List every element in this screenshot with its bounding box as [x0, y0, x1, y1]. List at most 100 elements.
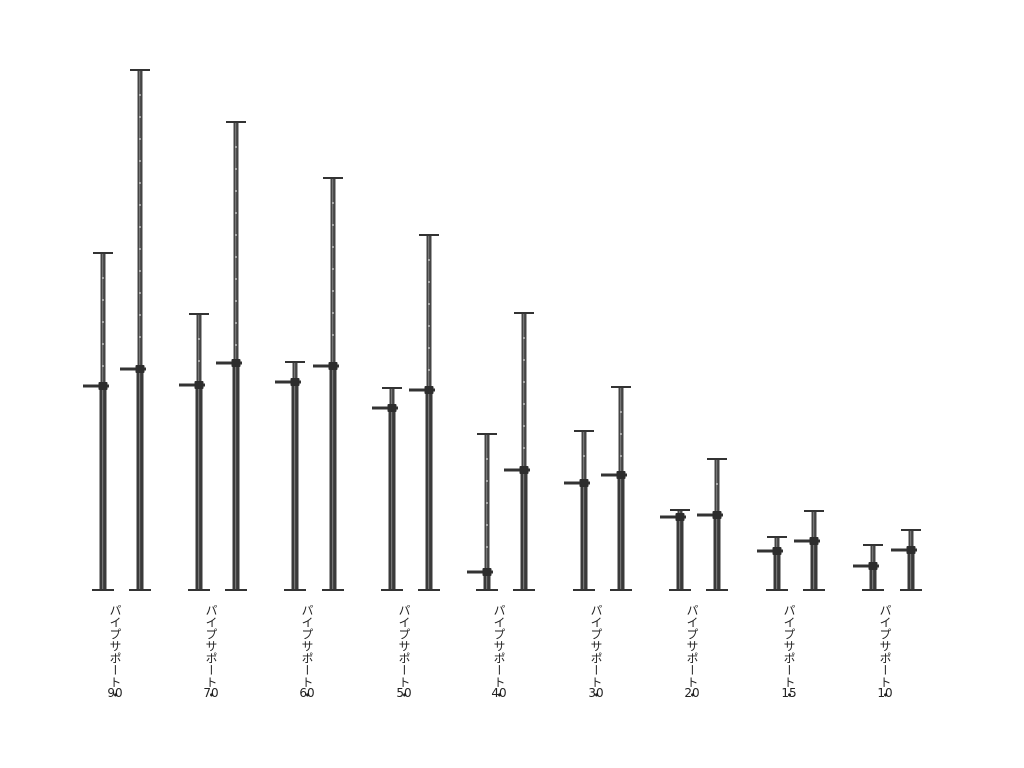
pin-hole — [332, 334, 334, 336]
base-plate — [129, 589, 151, 591]
pin-hole — [523, 403, 525, 405]
product-size: 10 — [877, 686, 893, 700]
product-name: パイプサポート・ — [878, 604, 892, 700]
base-plate — [900, 589, 922, 591]
pin-hole — [235, 322, 237, 324]
tube-highlight — [428, 235, 430, 590]
top-plate — [514, 312, 534, 314]
pin-hole — [716, 483, 718, 485]
tube-highlight — [583, 431, 585, 590]
product-size: 40 — [491, 686, 507, 700]
top-plate — [804, 510, 824, 512]
handle — [275, 380, 301, 384]
pin-hole — [428, 369, 430, 371]
pin-hole — [235, 234, 237, 236]
pin-hole — [139, 314, 141, 316]
base-plate — [766, 589, 788, 591]
pin-hole — [235, 256, 237, 258]
handle — [504, 468, 530, 472]
pin-hole — [235, 212, 237, 214]
base-plate — [669, 589, 691, 591]
top-plate — [382, 387, 402, 389]
product-size: 90 — [107, 686, 123, 700]
collar — [675, 513, 685, 521]
tube-highlight — [486, 434, 488, 590]
top-plate — [477, 433, 497, 435]
top-plate — [189, 313, 209, 315]
pin-hole — [583, 455, 585, 457]
top-plate — [707, 458, 727, 460]
pin-hole — [486, 480, 488, 482]
top-plate — [863, 544, 883, 546]
product-name: パイプサポート・ — [300, 604, 314, 700]
handle — [179, 383, 205, 387]
top-plate — [419, 234, 439, 236]
top-plate — [226, 121, 246, 123]
collar — [809, 537, 819, 545]
pin-hole — [139, 160, 141, 162]
tube-highlight — [620, 387, 622, 590]
handle — [120, 367, 146, 371]
base-plate — [418, 589, 440, 591]
handle — [697, 513, 723, 517]
top-plate — [285, 361, 305, 363]
collar — [290, 378, 300, 386]
base-plate — [381, 589, 403, 591]
base-plate — [862, 589, 884, 591]
product-size: 20 — [684, 686, 700, 700]
pin-hole — [139, 116, 141, 118]
pin-hole — [235, 278, 237, 280]
product-name: パイプサポート・ — [108, 604, 122, 700]
tube-highlight — [716, 459, 718, 590]
pin-hole — [332, 290, 334, 292]
pin-hole — [102, 321, 104, 323]
product-name: パイプサポート・ — [782, 604, 796, 700]
tube-highlight — [139, 70, 141, 590]
tube-highlight — [813, 511, 815, 590]
tube-highlight — [294, 362, 296, 590]
pin-hole — [332, 246, 334, 248]
collar — [868, 562, 878, 570]
top-plate — [130, 69, 150, 71]
pin-hole — [428, 259, 430, 261]
handle — [891, 548, 917, 552]
collar — [482, 568, 492, 576]
base-plate — [284, 589, 306, 591]
top-plate — [93, 252, 113, 254]
pin-hole — [235, 168, 237, 170]
pin-hole — [332, 312, 334, 314]
pin-hole — [523, 359, 525, 361]
collar — [616, 471, 626, 479]
pin-hole — [198, 360, 200, 362]
pin-hole — [102, 299, 104, 301]
pin-hole — [139, 182, 141, 184]
pin-hole — [523, 337, 525, 339]
top-plate — [901, 529, 921, 531]
base-plate — [706, 589, 728, 591]
product-size: 60 — [299, 686, 315, 700]
tube-highlight — [332, 178, 334, 590]
base-plate — [610, 589, 632, 591]
pin-hole — [486, 524, 488, 526]
pin-hole — [139, 204, 141, 206]
handle — [564, 481, 590, 485]
top-plate — [574, 430, 594, 432]
handle — [372, 406, 398, 410]
base-plate — [225, 589, 247, 591]
handle — [601, 473, 627, 477]
handle — [467, 570, 493, 574]
collar — [424, 386, 434, 394]
pin-hole — [523, 447, 525, 449]
pin-hole — [428, 347, 430, 349]
handle — [660, 515, 686, 519]
base-plate — [573, 589, 595, 591]
handle — [409, 388, 435, 392]
pin-hole — [198, 338, 200, 340]
base-plate — [188, 589, 210, 591]
top-plate — [767, 536, 787, 538]
pin-hole — [620, 411, 622, 413]
product-name: パイプサポート・ — [204, 604, 218, 700]
product-name: パイプサポート・ — [397, 604, 411, 700]
pin-hole — [102, 365, 104, 367]
